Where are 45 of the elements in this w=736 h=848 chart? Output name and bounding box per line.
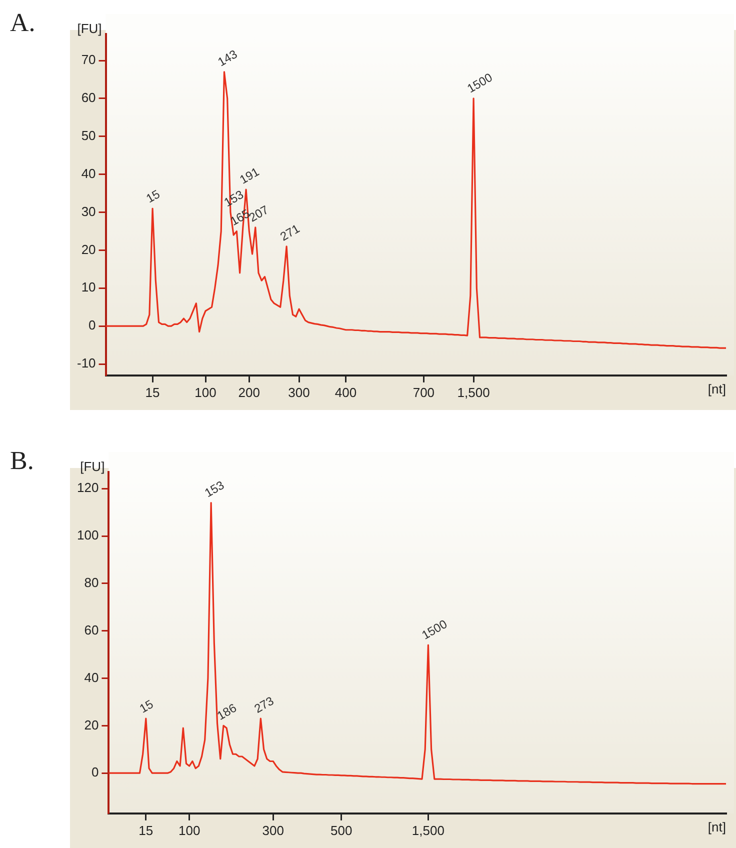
x-tick-label: 700 — [412, 384, 435, 400]
y-axis-title: [FU] — [80, 459, 105, 474]
x-tick-label: 100 — [194, 384, 216, 400]
y-tick-label: 120 — [76, 480, 99, 496]
x-axis-title: [nt] — [708, 819, 726, 834]
x-tick-label: 200 — [238, 384, 260, 400]
y-axis-title: [FU] — [77, 21, 102, 36]
annotation: 15 — [144, 186, 163, 206]
y-tick-label: 100 — [76, 528, 99, 543]
x-tick-label: 1,500 — [457, 384, 490, 400]
annotation: 1500 — [464, 70, 496, 96]
annotation: 191 — [237, 164, 262, 187]
annotation: 143 — [215, 46, 240, 70]
y-tick-label: 40 — [81, 166, 96, 181]
x-tick-label: 15 — [145, 384, 160, 400]
annotation: 153 — [202, 478, 227, 500]
y-tick-label: 20 — [84, 717, 99, 732]
y-tick-label: 30 — [81, 204, 96, 219]
y-tick-label: 10 — [81, 280, 96, 295]
x-tick-label: 15 — [138, 822, 154, 838]
y-tick-label: 50 — [81, 128, 96, 143]
y-tick-label: 40 — [84, 670, 99, 685]
y-tick-label: 0 — [88, 318, 96, 333]
y-tick-label: 0 — [91, 764, 99, 780]
x-axis-title: [nt] — [708, 381, 726, 396]
y-tick-label: -10 — [76, 356, 96, 371]
y-tick-label: 60 — [84, 622, 99, 638]
annotation: 1500 — [419, 616, 450, 642]
y-tick-label: 80 — [84, 575, 99, 590]
x-tick-label: 400 — [334, 384, 357, 400]
annotation: 15 — [137, 696, 156, 716]
annotation: 186 — [214, 700, 240, 723]
annotation: 153 — [222, 187, 246, 210]
chart-title: B. — [10, 446, 34, 476]
x-tick-label: 300 — [288, 384, 310, 400]
annotation: 273 — [252, 694, 276, 716]
annotation: 271 — [278, 221, 302, 244]
x-tick-label: 300 — [262, 822, 284, 838]
x-tick-label: 100 — [178, 822, 200, 838]
chart-title: A. — [10, 8, 36, 38]
x-tick-label: 500 — [330, 822, 352, 838]
x-tick-label: 1,500 — [412, 822, 444, 838]
y-tick-label: 60 — [81, 90, 96, 106]
y-tick-label: 70 — [81, 52, 96, 68]
y-tick-label: 20 — [81, 242, 96, 257]
